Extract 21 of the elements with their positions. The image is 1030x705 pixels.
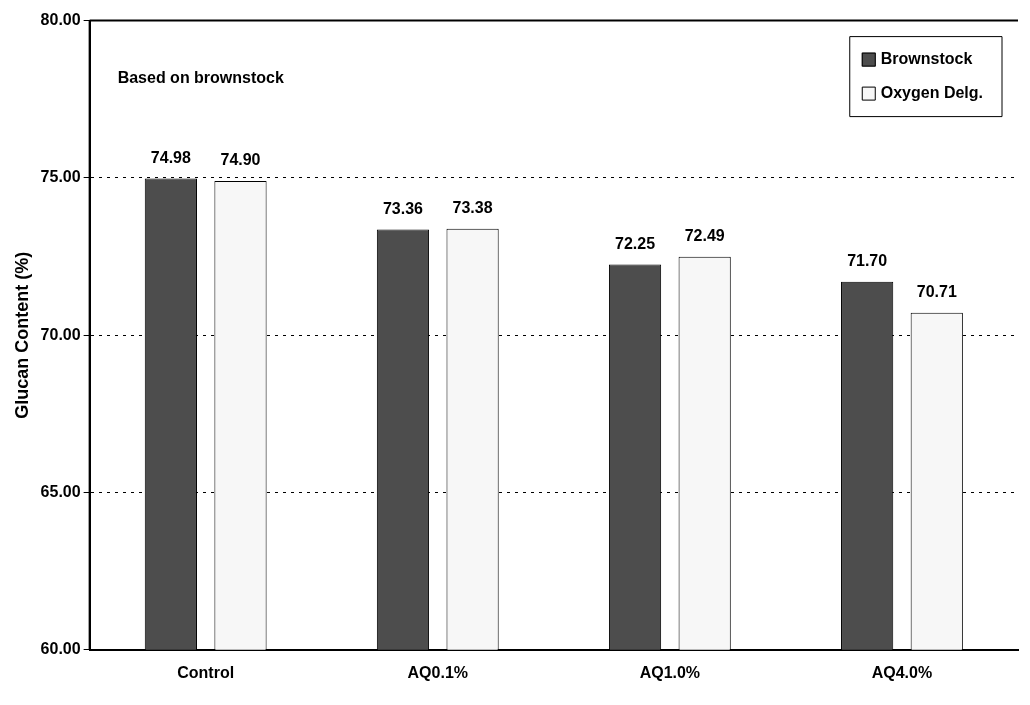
y-tick-label: 65.00 <box>40 482 81 500</box>
legend-label: Brownstock <box>880 50 973 68</box>
y-tick-label: 75.00 <box>40 168 81 186</box>
data-label: 71.70 <box>847 252 888 270</box>
x-tick-label: AQ0.1% <box>407 663 469 681</box>
annotation: Based on brownstock <box>117 69 284 87</box>
data-label: 72.49 <box>684 227 725 245</box>
x-tick-label: AQ1.0% <box>639 663 701 681</box>
legend-label: Oxygen Delg. <box>880 84 983 102</box>
data-label: 74.98 <box>150 148 191 166</box>
y-tick-label: 80.00 <box>40 11 81 29</box>
data-label: 73.38 <box>452 199 493 217</box>
y-axis-title: Glucan Content (%) <box>11 251 32 419</box>
data-label: 72.25 <box>615 234 656 252</box>
y-tick-label: 70.00 <box>40 325 81 343</box>
x-tick-label: Control <box>177 663 235 681</box>
data-label: 74.90 <box>220 151 261 169</box>
data-label: 70.71 <box>916 283 957 301</box>
x-tick-label: AQ4.0% <box>871 663 933 681</box>
y-tick-label: 60.00 <box>40 640 81 658</box>
data-label: 73.36 <box>382 199 424 217</box>
